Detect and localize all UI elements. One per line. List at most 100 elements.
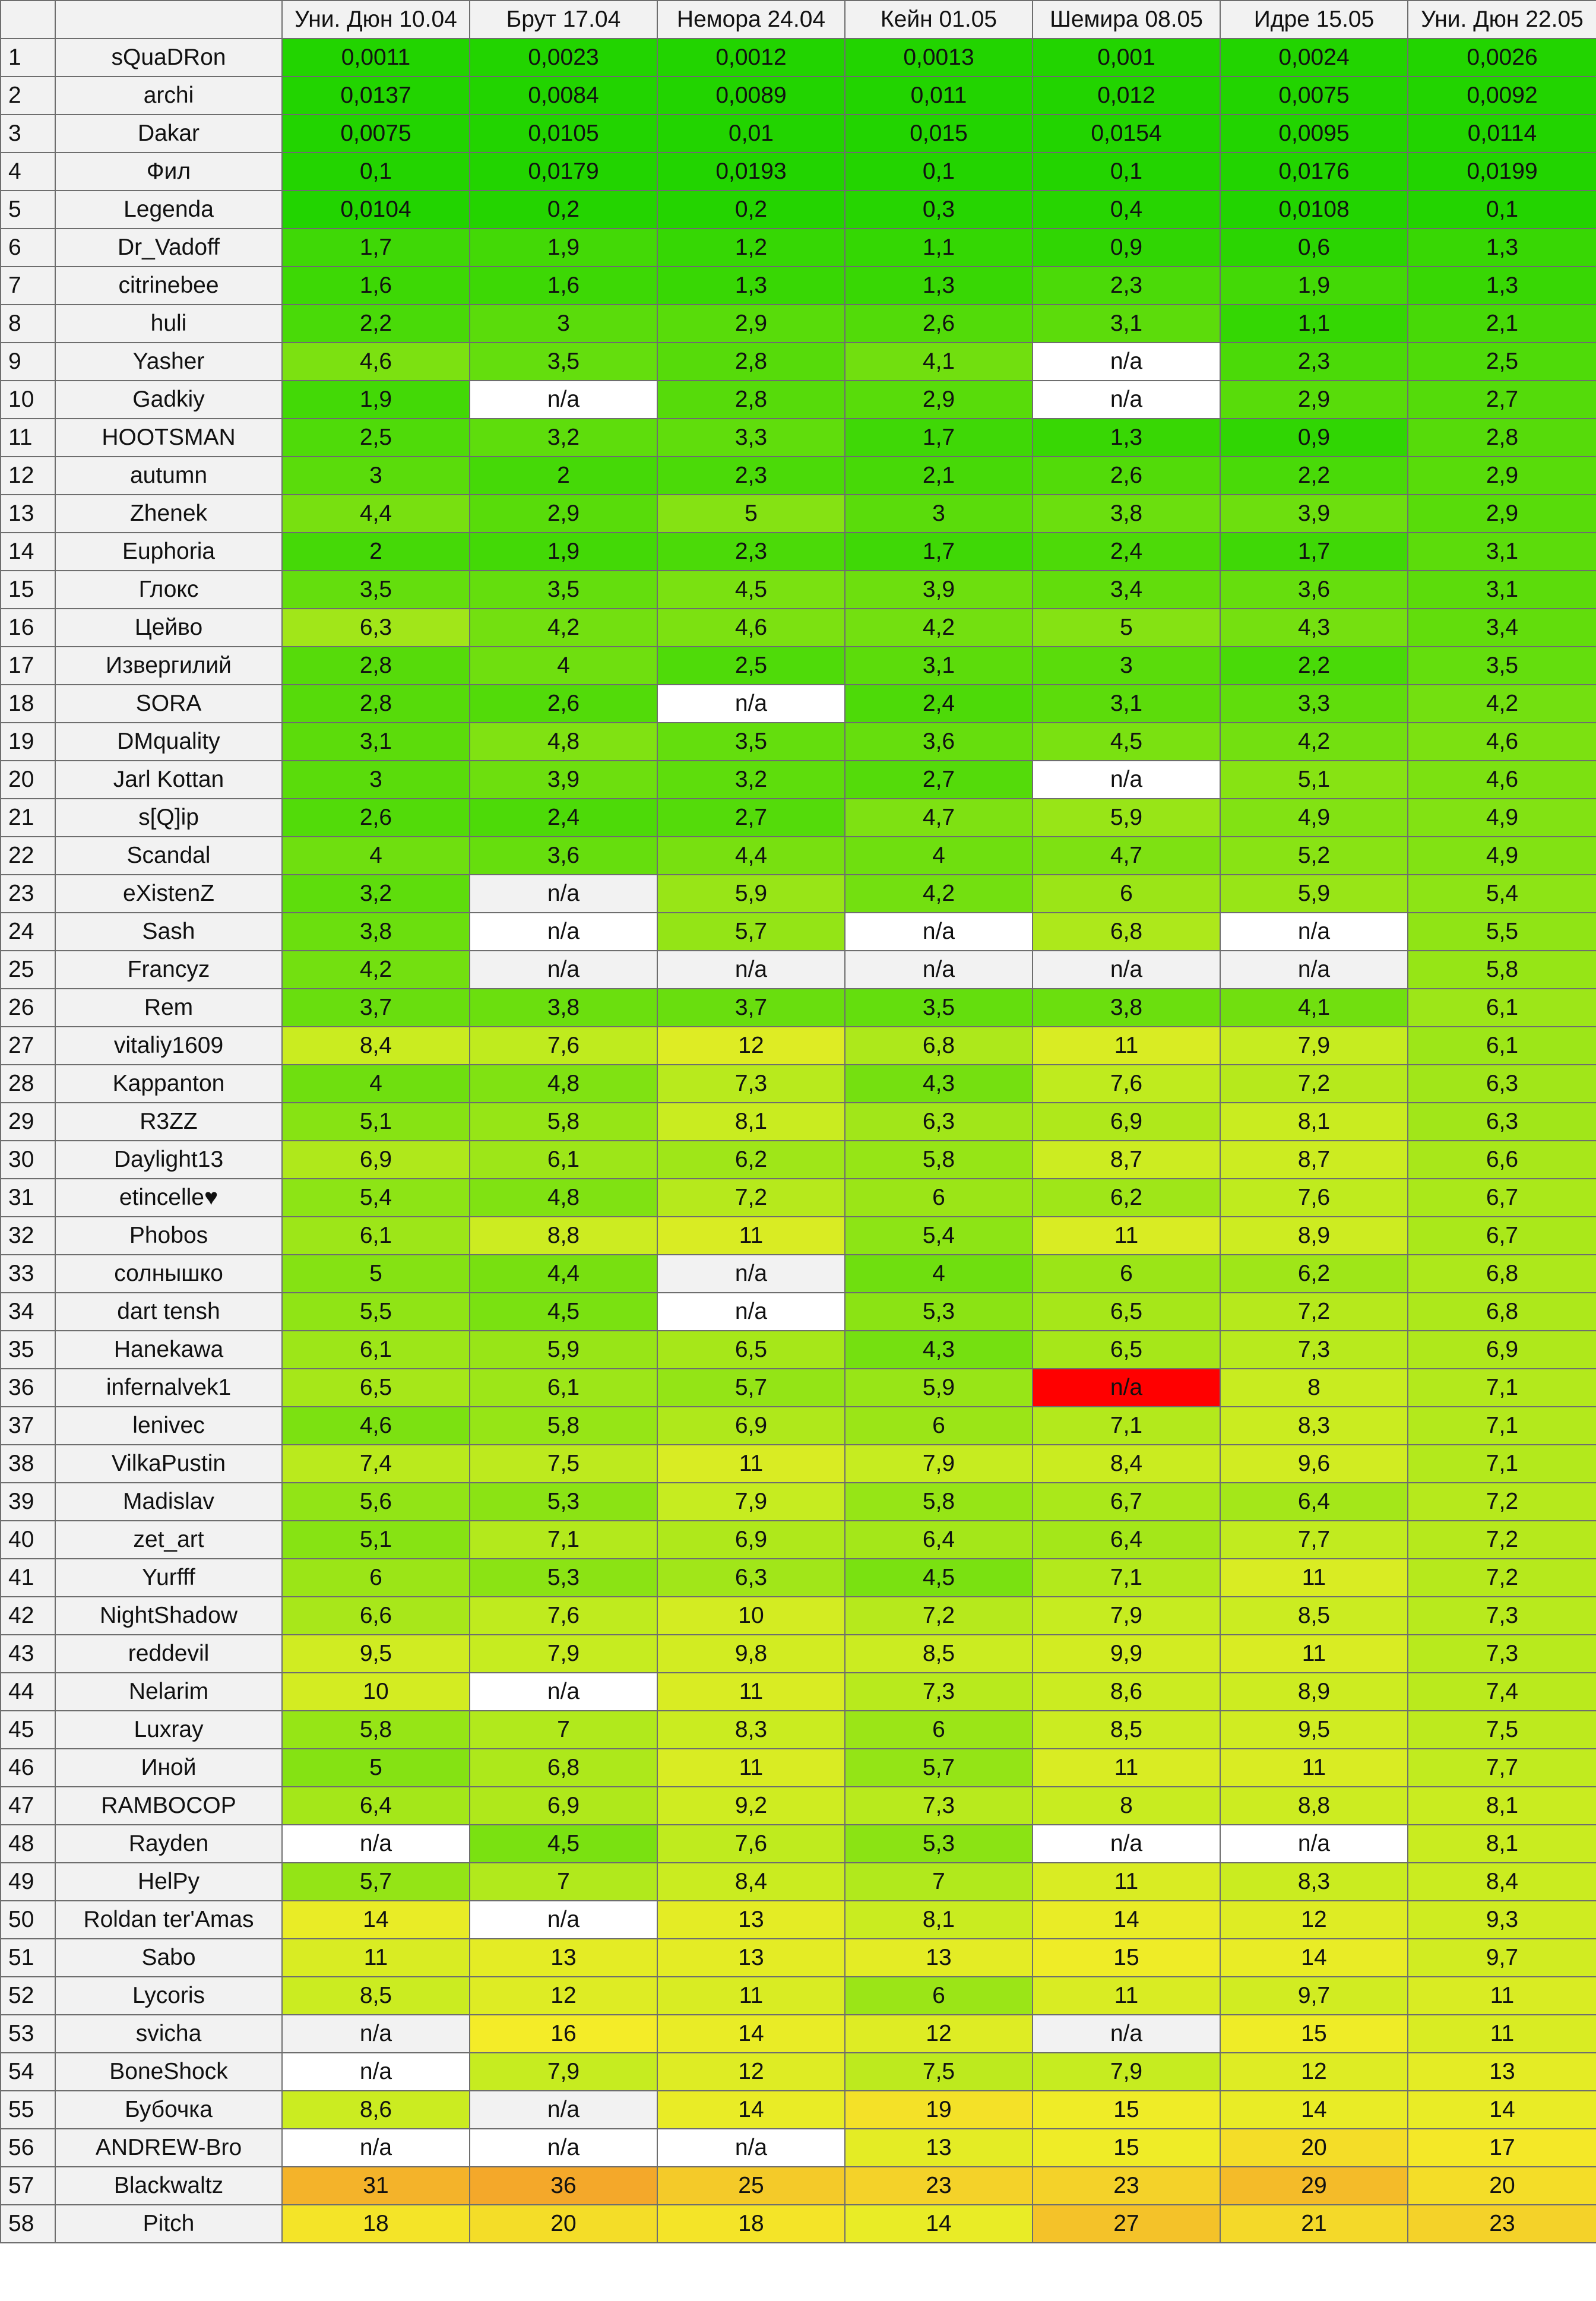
score-cell: 7,9 [1220, 1026, 1408, 1065]
player-name: Daylight13 [55, 1140, 283, 1179]
player-name: Бубочка [55, 2090, 283, 2129]
score-cell: 6,3 [657, 1558, 846, 1597]
score-cell: 8,5 [281, 1976, 470, 2015]
player-name: NightShadow [55, 1596, 283, 1635]
row-number: 52 [0, 1976, 56, 2015]
row-number: 38 [0, 1444, 56, 1483]
score-cell: 0,01 [657, 114, 846, 153]
score-cell: 7,7 [1407, 1748, 1596, 1787]
score-cell: 5,9 [469, 1330, 658, 1369]
score-cell: 0,0075 [1220, 76, 1408, 115]
score-cell: 7,3 [1220, 1330, 1408, 1369]
score-cell: 7,1 [1407, 1368, 1596, 1407]
table-row: 42 NightShadow 6,6 7,6 10 7,2 7,9 8,5 7,3 [0, 1596, 1596, 1635]
score-cell: 3,1 [1407, 532, 1596, 571]
score-cell: 6,1 [469, 1368, 658, 1407]
score-cell: 2,6 [281, 798, 470, 837]
score-cell: 5,9 [657, 874, 846, 913]
score-cell: 3,2 [469, 418, 658, 457]
score-cell: 8,7 [1032, 1140, 1221, 1179]
score-cell: 14 [844, 2204, 1033, 2243]
score-cell: 6,2 [657, 1140, 846, 1179]
score-cell: n/a [657, 684, 846, 723]
row-number: 10 [0, 380, 56, 419]
score-cell: n/a [844, 950, 1033, 989]
row-number: 14 [0, 532, 56, 571]
score-cell: 0,0114 [1407, 114, 1596, 153]
score-cell: 12 [844, 2014, 1033, 2053]
score-cell: 2 [469, 456, 658, 495]
score-cell: 11 [281, 1938, 470, 1977]
score-cell: 5,1 [281, 1520, 470, 1559]
score-cell: 5,3 [844, 1824, 1033, 1863]
score-cell: 4,4 [281, 494, 470, 533]
score-cell: 3 [1032, 646, 1221, 685]
score-cell: 36 [469, 2166, 658, 2205]
score-cell: 6,3 [1407, 1064, 1596, 1103]
score-cell: 1,7 [844, 532, 1033, 571]
row-number: 36 [0, 1368, 56, 1407]
score-cell: 6,4 [1032, 1520, 1221, 1559]
score-cell: 1,3 [844, 266, 1033, 305]
player-name: archi [55, 76, 283, 115]
score-cell: 7,6 [1220, 1178, 1408, 1217]
table-row: 51 Sabo 11 13 13 13 15 14 9,7 [0, 1938, 1596, 1977]
score-cell: 6,2 [1032, 1178, 1221, 1217]
results-table: Уни. Дюн 10.04 Брут 17.04 Немора 24.04 К… [0, 0, 1596, 2243]
score-cell: 2,3 [1220, 342, 1408, 381]
score-cell: 2,8 [281, 646, 470, 685]
table-row: 30 Daylight13 6,9 6,1 6,2 5,8 8,7 8,7 6,6 [0, 1140, 1596, 1179]
player-name: Hanekawa [55, 1330, 283, 1369]
score-cell: 6,7 [1407, 1216, 1596, 1255]
table-row: 57 Blackwaltz 31 36 25 23 23 29 20 [0, 2166, 1596, 2205]
score-cell: 21 [1220, 2204, 1408, 2243]
score-cell: 2,5 [1407, 342, 1596, 381]
player-name: солнышко [55, 1254, 283, 1293]
player-name: Euphoria [55, 532, 283, 571]
score-cell: 5 [657, 494, 846, 533]
score-cell: 5,7 [281, 1862, 470, 1901]
score-cell: 8,5 [1032, 1710, 1221, 1749]
score-cell: 4,2 [844, 874, 1033, 913]
score-cell: 7,2 [1407, 1520, 1596, 1559]
score-cell: 6,3 [844, 1102, 1033, 1141]
row-number: 22 [0, 836, 56, 875]
table-row: 6 Dr_Vadoff 1,7 1,9 1,2 1,1 0,9 0,6 1,3 [0, 228, 1596, 267]
score-cell: n/a [1032, 760, 1221, 799]
score-cell: n/a [1220, 950, 1408, 989]
score-cell: 7,3 [844, 1672, 1033, 1711]
score-cell: 7,1 [1407, 1406, 1596, 1445]
score-cell: 13 [657, 1900, 846, 1939]
score-cell: 0,0084 [469, 76, 658, 115]
row-number: 20 [0, 760, 56, 799]
row-number: 28 [0, 1064, 56, 1103]
score-cell: 8,4 [1407, 1862, 1596, 1901]
score-cell: 8,7 [1220, 1140, 1408, 1179]
score-cell: 9,7 [1407, 1938, 1596, 1977]
score-cell: 4,4 [657, 836, 846, 875]
score-cell: 8 [1032, 1786, 1221, 1825]
score-cell: 3,9 [844, 570, 1033, 609]
score-cell: 14 [281, 1900, 470, 1939]
column-header: Уни. Дюн 10.04 [281, 0, 470, 39]
score-cell: 6 [281, 1558, 470, 1597]
score-cell: 23 [844, 2166, 1033, 2205]
score-cell: 0,1 [1407, 190, 1596, 229]
player-name: Извергилий [55, 646, 283, 685]
score-cell: 3,2 [657, 760, 846, 799]
score-cell: 3,1 [1407, 570, 1596, 609]
player-name: Luxray [55, 1710, 283, 1749]
table-row: 29 R3ZZ 5,1 5,8 8,1 6,3 6,9 8,1 6,3 [0, 1102, 1596, 1141]
score-cell: 3,7 [281, 988, 470, 1027]
player-name: DMquality [55, 722, 283, 761]
table-body: 1 sQuaDRon 0,0011 0,0023 0,0012 0,0013 0,001 0,… [0, 38, 1596, 2243]
table-row: 16 Цейво 6,3 4,2 4,6 4,2 5 4,3 3,4 [0, 608, 1596, 647]
player-name: Zhenek [55, 494, 283, 533]
player-name: Roldan ter'Amas [55, 1900, 283, 1939]
score-cell: 8,8 [469, 1216, 658, 1255]
score-cell: 29 [1220, 2166, 1408, 2205]
score-cell: 6,5 [1032, 1292, 1221, 1331]
score-cell: 1,2 [657, 228, 846, 267]
score-cell: 4,2 [1407, 684, 1596, 723]
score-cell: 14 [1220, 1938, 1408, 1977]
